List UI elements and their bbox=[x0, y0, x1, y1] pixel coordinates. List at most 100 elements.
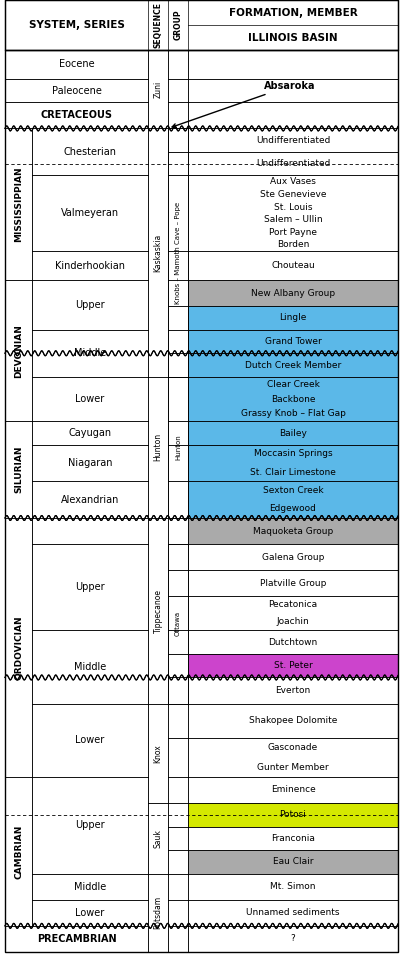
Bar bbox=[32, 280, 148, 330]
Bar bbox=[188, 251, 398, 280]
Text: ORDOVICIAN: ORDOVICIAN bbox=[14, 615, 23, 680]
Text: Paleocene: Paleocene bbox=[52, 85, 102, 96]
Bar bbox=[168, 544, 188, 704]
Bar bbox=[168, 102, 188, 128]
Text: SEQUENCE: SEQUENCE bbox=[154, 2, 162, 48]
Bar bbox=[148, 518, 168, 704]
Text: New Albany Group: New Albany Group bbox=[251, 289, 335, 297]
Text: Undifferentiated: Undifferentiated bbox=[256, 136, 330, 144]
Text: Dutch Creek Member: Dutch Creek Member bbox=[245, 360, 341, 370]
Text: Potsdam: Potsdam bbox=[154, 896, 162, 929]
Text: SILURIAN: SILURIAN bbox=[14, 445, 23, 493]
Bar bbox=[188, 571, 398, 597]
Bar bbox=[5, 102, 148, 128]
Bar bbox=[168, 571, 188, 597]
Bar bbox=[168, 544, 188, 571]
Text: Eocene: Eocene bbox=[59, 59, 94, 70]
Text: Grassy Knob – Flat Gap: Grassy Knob – Flat Gap bbox=[240, 409, 346, 419]
Text: Platville Group: Platville Group bbox=[260, 578, 326, 588]
Text: Port Payne: Port Payne bbox=[269, 228, 317, 237]
Text: Borden: Borden bbox=[277, 241, 309, 250]
Text: Lower: Lower bbox=[75, 394, 105, 404]
Bar bbox=[5, 0, 398, 50]
Bar bbox=[32, 518, 148, 544]
Bar bbox=[5, 777, 32, 925]
Bar bbox=[168, 50, 188, 78]
Bar bbox=[32, 900, 148, 925]
Bar bbox=[168, 850, 188, 874]
Bar bbox=[188, 630, 398, 654]
Text: Potosi: Potosi bbox=[280, 811, 306, 819]
Bar bbox=[188, 678, 398, 704]
Text: MISSISSIPPIAN: MISSISSIPPIAN bbox=[14, 166, 23, 242]
Bar bbox=[188, 827, 398, 850]
Text: PRECAMBRIAN: PRECAMBRIAN bbox=[37, 934, 116, 944]
Bar bbox=[168, 704, 188, 738]
Text: Middle: Middle bbox=[74, 662, 106, 672]
Bar bbox=[32, 422, 148, 445]
Text: Upper: Upper bbox=[75, 820, 105, 830]
Bar bbox=[5, 518, 32, 777]
Bar bbox=[148, 377, 168, 518]
Bar bbox=[168, 128, 188, 377]
Text: Chesterian: Chesterian bbox=[64, 147, 116, 157]
Bar bbox=[168, 518, 188, 544]
Text: St. Peter: St. Peter bbox=[274, 662, 312, 670]
Text: Undifferentiated: Undifferentiated bbox=[256, 160, 330, 168]
Text: Cayugan: Cayugan bbox=[68, 428, 112, 438]
Text: Edgewood: Edgewood bbox=[270, 505, 316, 513]
Bar bbox=[5, 0, 398, 50]
Bar bbox=[188, 654, 398, 678]
Bar bbox=[5, 280, 32, 422]
Text: Chouteau: Chouteau bbox=[271, 261, 315, 271]
Bar bbox=[188, 152, 398, 176]
Bar bbox=[32, 482, 148, 518]
Text: Ste Genevieve: Ste Genevieve bbox=[260, 190, 326, 199]
Text: St. Clair Limestone: St. Clair Limestone bbox=[250, 467, 336, 477]
Bar bbox=[32, 251, 148, 280]
Bar bbox=[188, 128, 398, 152]
Text: Middle: Middle bbox=[74, 881, 106, 892]
Text: DEVONIAN: DEVONIAN bbox=[14, 324, 23, 378]
Bar bbox=[168, 280, 188, 306]
Text: Tippecanoe: Tippecanoe bbox=[154, 589, 162, 633]
Bar bbox=[168, 377, 188, 422]
Bar bbox=[32, 874, 148, 900]
Bar bbox=[188, 777, 398, 803]
Text: Niagaran: Niagaran bbox=[68, 458, 112, 468]
Bar bbox=[188, 850, 398, 874]
Text: Hunton: Hunton bbox=[154, 433, 162, 462]
Bar bbox=[168, 176, 188, 251]
Text: Gasconade: Gasconade bbox=[268, 743, 318, 752]
Text: Joachin: Joachin bbox=[277, 618, 309, 626]
Bar bbox=[168, 152, 188, 176]
Text: Backbone: Backbone bbox=[271, 395, 315, 403]
Text: St. Louis: St. Louis bbox=[274, 203, 312, 211]
Bar bbox=[188, 738, 398, 777]
Text: Knox: Knox bbox=[154, 744, 162, 763]
Text: Middle: Middle bbox=[74, 348, 106, 358]
Bar bbox=[188, 925, 398, 952]
Bar bbox=[188, 330, 398, 354]
Bar bbox=[5, 78, 148, 102]
Bar bbox=[32, 377, 148, 422]
Bar bbox=[32, 330, 148, 377]
Bar bbox=[168, 738, 188, 777]
Bar bbox=[148, 803, 168, 874]
Text: Knobs – Mamoth Cave – Pope: Knobs – Mamoth Cave – Pope bbox=[175, 202, 181, 304]
Text: ILLINOIS BASIN: ILLINOIS BASIN bbox=[248, 33, 338, 42]
Bar bbox=[5, 50, 148, 78]
Text: Hunton: Hunton bbox=[175, 435, 181, 460]
Bar bbox=[168, 925, 188, 952]
Bar bbox=[168, 597, 188, 630]
Text: CAMBRIAN: CAMBRIAN bbox=[14, 824, 23, 879]
Text: Shakopee Dolomite: Shakopee Dolomite bbox=[249, 716, 337, 725]
Text: Zuni: Zuni bbox=[154, 80, 162, 98]
Bar bbox=[32, 630, 148, 704]
Bar bbox=[188, 597, 398, 630]
Text: Grand Tower: Grand Tower bbox=[265, 337, 321, 346]
Bar bbox=[188, 544, 398, 571]
Bar bbox=[168, 900, 188, 925]
Text: Mt. Simon: Mt. Simon bbox=[270, 882, 316, 891]
Bar bbox=[188, 50, 398, 78]
